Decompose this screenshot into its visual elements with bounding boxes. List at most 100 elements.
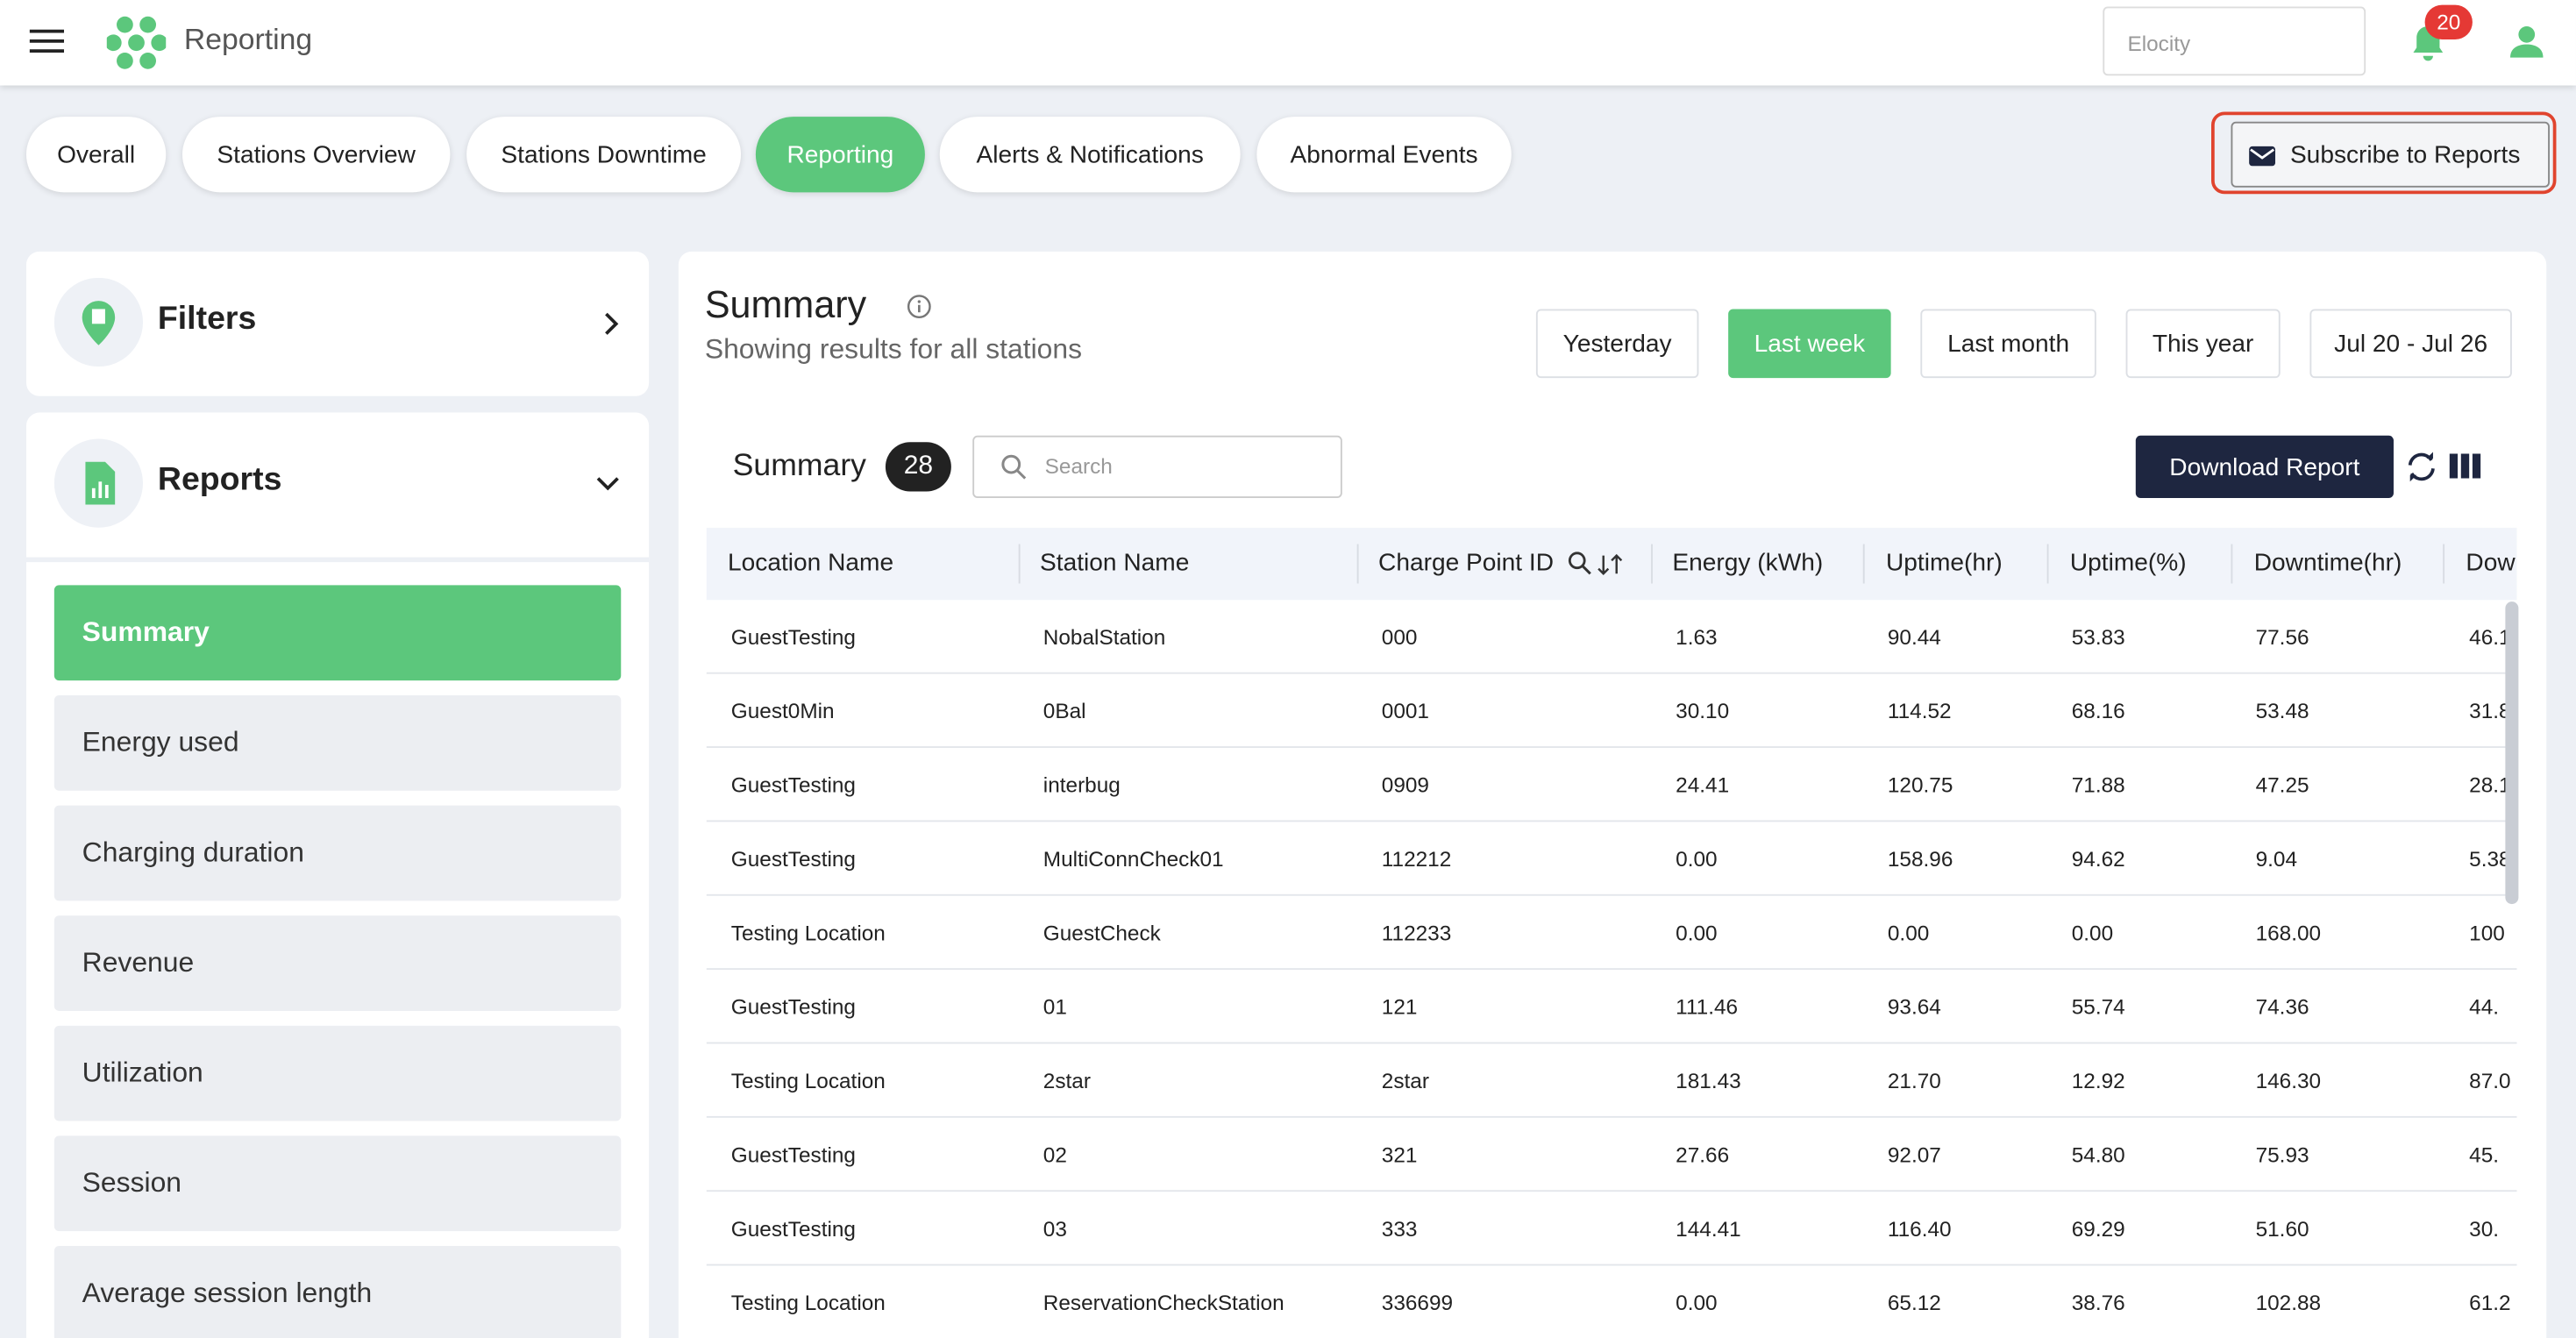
tab[interactable]: Abnormal Events [1256, 117, 1512, 193]
column-header[interactable]: Downtime(hr) [2253, 549, 2402, 578]
top-bar [0, 0, 2576, 86]
table-cell: 146.30 [2255, 1068, 2322, 1093]
date-range-button[interactable]: Last week [1728, 309, 1891, 379]
tab[interactable]: Reporting [755, 117, 925, 193]
column-header[interactable]: Energy (kWh) [1672, 549, 1824, 578]
scrollbar [2505, 601, 2519, 905]
column-divider [2231, 544, 2233, 584]
table-cell: 321 [1381, 1142, 1418, 1168]
table-cell: 2star [1042, 1068, 1091, 1093]
table: Location Name Station Name Charge Point ID… [706, 527, 2517, 1338]
download-button[interactable]: Download Report [2135, 435, 2394, 499]
table-cell: 44. [2469, 994, 2500, 1020]
row-divider [706, 968, 2517, 971]
report-menu-item[interactable]: Average session length [53, 1246, 622, 1338]
user-icon[interactable] [2508, 23, 2544, 59]
row-divider [706, 893, 2517, 896]
table-cell: 65.12 [1887, 1290, 1941, 1315]
column-header[interactable]: Uptime(hr) [1886, 549, 2003, 578]
row-divider [706, 672, 2517, 674]
search-icon [1001, 454, 1027, 480]
report-menu-item[interactable]: Utilization [53, 1025, 622, 1121]
subscribe-label: Subscribe to Reports [2289, 140, 2521, 169]
table-cell: ReservationCheckStation [1042, 1290, 1284, 1315]
table-cell: 51.60 [2255, 1216, 2309, 1242]
table-cell: 100 [2469, 920, 2505, 945]
table-cell: 9.04 [2255, 846, 2298, 872]
notification-badge: 20 [2424, 4, 2473, 39]
report-menu-item[interactable]: Revenue [53, 915, 622, 1011]
table-cell: 158.96 [1887, 846, 1953, 872]
table-cell: 0.00 [1676, 846, 1718, 872]
column-header[interactable]: Uptime(%) [2069, 549, 2187, 578]
date-range-button[interactable]: Last month [1920, 309, 2096, 379]
table-cell: 120.75 [1887, 772, 1953, 798]
column-header[interactable]: Station Name [1040, 549, 1190, 578]
table-cell: 336699 [1381, 1290, 1454, 1315]
table-cell: 03 [1042, 1216, 1067, 1242]
date-range-button[interactable]: Yesterday [1535, 309, 1699, 379]
search-box[interactable] [972, 435, 1342, 499]
table-cell: 74.36 [2255, 994, 2309, 1020]
column-header[interactable]: Charge Point ID [1378, 549, 1555, 578]
tab[interactable]: Stations Overview [181, 117, 451, 193]
tab[interactable]: Alerts & Notifications [939, 117, 1241, 193]
subscribe-button[interactable]: Subscribe to Reports [2231, 121, 2550, 188]
table-cell: 0.00 [1676, 1290, 1718, 1315]
table-cell: 61.2 [2469, 1290, 2511, 1315]
table-cell: 116.40 [1887, 1216, 1952, 1242]
table-cell: 90.44 [1887, 624, 1941, 650]
refresh-icon[interactable] [2405, 449, 2437, 485]
tab[interactable]: Overall [25, 117, 167, 193]
table-cell: GuestTesting [730, 1142, 856, 1168]
menu-icon[interactable] [29, 28, 65, 54]
table-cell: 75.93 [2255, 1142, 2309, 1168]
table-cell: 45. [2469, 1142, 2500, 1168]
table-cell: 53.83 [2071, 624, 2125, 650]
table-cell: Testing Location [730, 1068, 886, 1093]
table-cell: 30.10 [1676, 698, 1730, 723]
table-cell: GuestCheck [1042, 920, 1161, 945]
table-cell: 68.16 [2071, 698, 2125, 723]
table-cell: 12.92 [2071, 1068, 2125, 1093]
table-cell: 77.56 [2255, 624, 2309, 650]
org-select[interactable]: Elocity [2103, 6, 2366, 76]
table-cell: 102.88 [2255, 1290, 2322, 1315]
mail-icon [2249, 146, 2276, 167]
row-divider [706, 1115, 2517, 1118]
report-menu-item[interactable]: Summary [53, 585, 622, 681]
table-cell: MultiConnCheck01 [1042, 846, 1224, 872]
sort-search-icons[interactable] [1568, 551, 1626, 577]
column-header[interactable]: Dow [2466, 549, 2516, 578]
table-title: Summary [732, 448, 866, 484]
row-divider [706, 1190, 2517, 1192]
reports-label: Reports [157, 461, 282, 499]
table-cell: 121 [1381, 994, 1418, 1020]
column-header[interactable]: Location Name [728, 549, 894, 578]
table-cell: Testing Location [730, 1290, 886, 1315]
table-cell: 30. [2469, 1216, 2500, 1242]
highlight-outline [2211, 111, 2557, 195]
divider [25, 557, 650, 563]
report-menu-item[interactable]: Session [53, 1135, 622, 1232]
table-cell: 93.64 [1887, 994, 1941, 1020]
chevron-right [605, 312, 619, 335]
column-divider [2443, 544, 2445, 584]
table-cell: 01 [1042, 994, 1067, 1020]
date-range-button[interactable]: This year [2125, 309, 2281, 379]
report-menu-item[interactable]: Charging duration [53, 805, 622, 901]
table-cell: GuestTesting [730, 846, 856, 872]
table-cell: 24.41 [1676, 772, 1730, 798]
table-cell: 333 [1381, 1216, 1418, 1242]
table-cell: 31.8 [2469, 698, 2511, 723]
report-menu-item[interactable]: Energy used [53, 694, 622, 791]
columns-icon[interactable] [2449, 453, 2481, 479]
row-divider [706, 820, 2517, 822]
table-cell: 53.48 [2255, 698, 2309, 723]
tab[interactable]: Stations Downtime [466, 117, 742, 193]
date-range-button[interactable]: Jul 20 - Jul 26 [2309, 309, 2512, 379]
table-cell: Guest0Min [730, 698, 835, 723]
info-icon[interactable] [907, 295, 931, 319]
table-cell: 69.29 [2071, 1216, 2125, 1242]
